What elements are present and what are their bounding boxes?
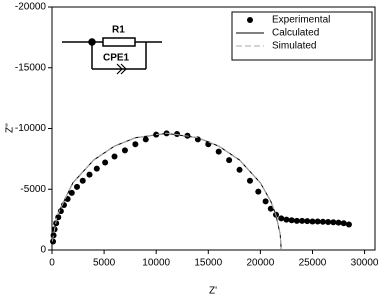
data-line (51, 132, 282, 251)
data-point (340, 220, 347, 227)
data-point (102, 159, 109, 166)
y-tick-label: -10000 (15, 123, 47, 134)
data-point (111, 153, 118, 160)
circuit-label: CPE1 (103, 53, 130, 64)
data-point (79, 177, 86, 184)
data-point (74, 183, 81, 190)
x-axis-label: Z' (209, 286, 217, 296)
x-tick-label: 0 (49, 258, 55, 269)
data-point (335, 219, 342, 226)
x-tick-label: 20000 (246, 258, 274, 269)
data-point (299, 217, 306, 224)
legend-box (231, 11, 373, 61)
data-point (293, 217, 300, 224)
data-point (246, 177, 253, 184)
data-point (278, 215, 285, 222)
circuit-label: R1 (112, 25, 125, 36)
legend-label: Calculated (272, 28, 319, 39)
x-tick-label: 10000 (142, 258, 170, 269)
y-tick-label: 0 (40, 245, 46, 256)
data-point (325, 219, 332, 226)
data-point (345, 221, 352, 228)
data-point (86, 171, 93, 178)
y-axis-label: Z'' (5, 123, 16, 133)
data-point (132, 141, 139, 148)
y-tick-label: -15000 (15, 62, 47, 73)
data-point (142, 136, 149, 143)
data-point (50, 238, 57, 245)
x-tick-label: 25000 (299, 258, 327, 269)
x-tick-label: 30000 (351, 258, 379, 269)
data-point (319, 218, 326, 225)
data-point (226, 157, 233, 164)
data-line (51, 132, 282, 251)
data-point (288, 217, 295, 224)
data-point (57, 208, 64, 215)
circuit-diagram (62, 37, 162, 75)
legend-marker (247, 17, 253, 23)
data-point (121, 147, 128, 154)
x-tick-label: 5000 (93, 258, 116, 269)
data-point (309, 218, 316, 225)
x-tick-label: 15000 (194, 258, 222, 269)
data-point (314, 218, 321, 225)
legend-label: Simulated (272, 41, 316, 52)
legend-label: Experimental (272, 15, 330, 26)
data-point (236, 166, 243, 173)
data-point (68, 189, 75, 196)
data-point (93, 165, 100, 172)
data-point (262, 198, 269, 205)
data-point (255, 188, 262, 195)
data-point (215, 148, 222, 155)
y-tick-label: -20000 (15, 2, 47, 13)
data-point (330, 219, 337, 226)
data-point (304, 218, 311, 225)
y-tick-label: -5000 (20, 184, 46, 195)
data-point (267, 205, 274, 212)
data-point (283, 216, 290, 223)
